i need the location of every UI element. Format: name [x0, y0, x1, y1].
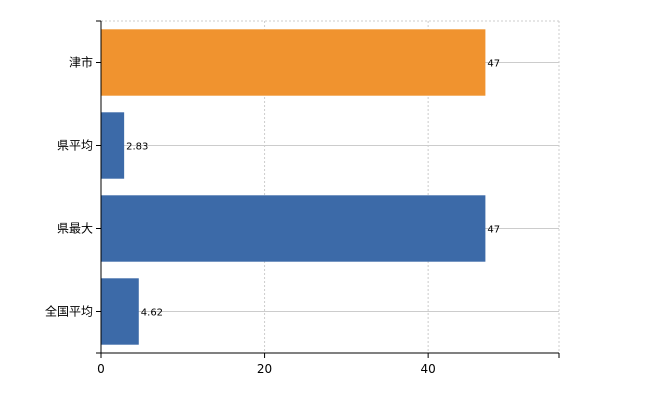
data-label: 2.83 — [126, 142, 148, 153]
bars — [101, 29, 486, 345]
x-tick-label: 40 — [421, 362, 436, 376]
y-tick-label: 全国平均 — [45, 304, 93, 319]
y-tick-label: 県最大 — [57, 222, 93, 236]
bar — [101, 278, 139, 345]
x-tick-label: 20 — [257, 362, 272, 376]
bar — [101, 29, 486, 96]
data-label: 47 — [487, 225, 500, 236]
data-label: 47 — [487, 59, 500, 70]
x-tick-label: 0 — [97, 362, 105, 376]
y-tick-label: 県平均 — [57, 139, 93, 153]
data-label: 4.62 — [141, 308, 163, 319]
axes — [96, 20, 560, 358]
bar — [101, 195, 486, 262]
bar — [101, 112, 125, 179]
y-tick-label: 津市 — [69, 55, 93, 70]
